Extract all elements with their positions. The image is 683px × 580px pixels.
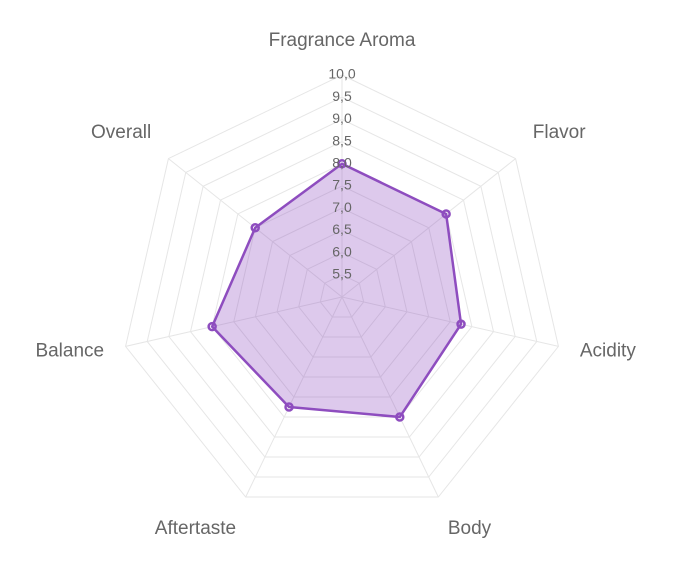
grid-line: [233, 185, 451, 398]
tick-label: 5,5: [332, 266, 352, 282]
data-point: [207, 321, 217, 332]
tick-label: 9,0: [332, 110, 352, 126]
tick-label: 9,5: [332, 88, 352, 104]
grid-line: [189, 141, 495, 438]
axis-label: Body: [448, 518, 492, 539]
tick-label: 7,5: [332, 177, 352, 193]
grid-line: [125, 74, 559, 498]
axis-label: Aftertaste: [155, 518, 236, 539]
grid-line: [211, 163, 473, 418]
tick-label: 7,0: [332, 199, 352, 215]
axis-label: Balance: [35, 340, 104, 361]
tick-label: 6,0: [332, 243, 352, 259]
data-point: [337, 159, 347, 169]
axis-label: Acidity: [580, 340, 636, 361]
grid-line: [276, 229, 408, 358]
axis-label: Fragrance Aroma: [269, 30, 416, 51]
data-point: [456, 319, 466, 329]
grid-line: [319, 274, 365, 318]
grid-line: [168, 118, 516, 458]
axis-label: Flavor: [533, 122, 586, 143]
tick-label: 8,0: [332, 155, 352, 171]
grid-line: [298, 252, 386, 338]
axis-label: Overall: [91, 122, 151, 143]
data-area: [210, 162, 463, 419]
data-point: [395, 412, 405, 422]
data-point: [441, 209, 451, 219]
data-point: [284, 402, 294, 412]
tick-label: 6,5: [332, 221, 352, 237]
data-point: [250, 223, 260, 233]
tick-label: 8,5: [332, 132, 352, 148]
tick-label: 10,0: [328, 66, 355, 82]
grid-line: [146, 96, 538, 478]
grid-line: [254, 207, 430, 378]
